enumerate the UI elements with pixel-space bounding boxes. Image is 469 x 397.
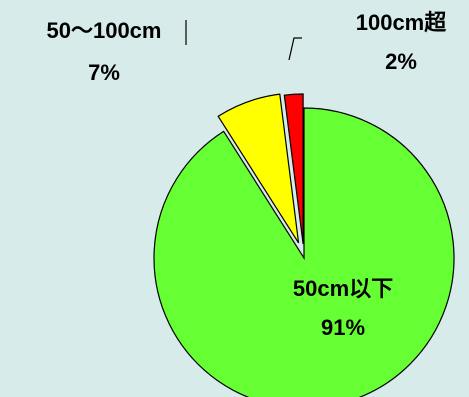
label-name-50-100cm: 50〜100cm [47,18,162,43]
label-name-50cm-or-less: 50cm以下 [293,276,393,301]
slice-50-100cm [217,93,300,244]
pie-slices [153,93,455,397]
leader-line-over-100cm [288,37,302,61]
label-percent-50-100cm: 7% [88,60,120,85]
slice-over-100cm [283,93,304,245]
label-name-over-100cm: 100cm超 [356,10,448,35]
leader-lines [185,20,302,61]
label-percent-over-100cm: 2% [385,49,417,74]
label-percent-50cm-or-less: 91% [321,315,365,340]
slice-50cm-or-less [153,107,455,397]
